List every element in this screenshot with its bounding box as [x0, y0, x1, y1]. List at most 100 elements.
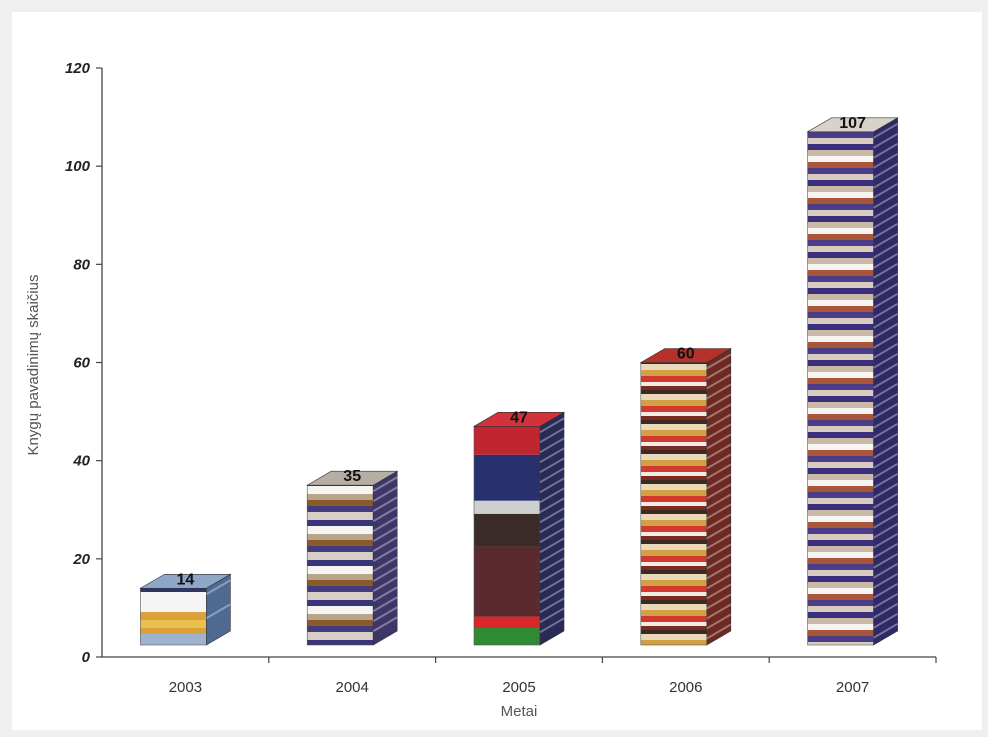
bar-side-stripe	[706, 433, 732, 450]
bar-2005: 47	[472, 409, 566, 646]
bar-side-stripe	[873, 582, 899, 599]
bar-side-stripe	[873, 372, 899, 389]
bar-side-stripe	[873, 252, 899, 269]
bar-top-face	[306, 470, 399, 486]
bar-side-stripe	[372, 506, 398, 523]
bar-side-stripe	[873, 402, 899, 419]
bar-side-stripe	[873, 292, 899, 309]
bar-side-stripe	[873, 232, 899, 249]
bar-side-stripe	[372, 586, 398, 603]
data-label-2006: 60	[677, 346, 695, 363]
bar-2004: 35	[306, 468, 399, 646]
bar-side-stripe	[873, 172, 899, 189]
x-tick-label: 2006	[669, 679, 702, 696]
bar-top-face	[139, 573, 232, 589]
bar-side-stripe	[539, 497, 565, 514]
bar-segment	[474, 546, 540, 617]
bar-side-stripe	[873, 562, 899, 579]
bar-side-stripe	[873, 432, 899, 449]
y-tick-label: 40	[72, 453, 90, 470]
x-tick-label: 2005	[502, 679, 535, 696]
bar-side-stripe	[539, 617, 565, 634]
bar-side-stripe	[706, 613, 732, 630]
bar-side-stripe	[873, 412, 899, 429]
bar-side-stripe	[372, 556, 398, 573]
bar-side-stripe	[539, 537, 565, 554]
bar-side-stripe	[873, 142, 899, 159]
x-tick-label: 2003	[169, 679, 202, 696]
bar-side-stripe	[873, 382, 899, 399]
bar-2006: 60	[639, 346, 732, 646]
y-tick-label: 100	[65, 158, 91, 175]
bar-side-stripe	[706, 473, 732, 490]
bar-side-stripe	[372, 486, 398, 503]
bar-side-stripe	[873, 602, 899, 619]
data-label-2004: 35	[343, 468, 361, 485]
bar-segment	[474, 426, 540, 455]
bar-side-stripe	[873, 612, 899, 629]
y-tick-label: 0	[82, 649, 91, 666]
bar-side-stripe	[706, 393, 732, 410]
bar-side-stripe	[873, 392, 899, 409]
bar-side-stripe	[372, 526, 398, 543]
bar-side-stripe	[873, 202, 899, 219]
y-tick-label: 80	[73, 256, 90, 273]
y-tick-label: 20	[72, 551, 90, 568]
y-axis-ticks: 0 20 40 60 80 100 120	[65, 60, 102, 666]
bar-side-stripe	[539, 597, 565, 614]
bar-side-stripe	[539, 427, 565, 444]
bar-side-stripe	[372, 536, 398, 553]
bar-side-stripe	[372, 576, 398, 593]
bar-side-stripe	[873, 262, 899, 279]
bar-side-stripe	[372, 516, 398, 533]
bar-side-stripe	[706, 453, 732, 470]
bar-side-stripe	[706, 513, 732, 530]
bar-side-stripe	[539, 607, 565, 624]
bars: 14 35 47 60 107	[139, 115, 899, 646]
bar-side-stripe	[372, 566, 398, 583]
bar-top-face	[472, 412, 566, 427]
bar-side-stripe	[873, 502, 899, 519]
bar-side-stripe	[873, 312, 899, 329]
bar-side-stripe	[873, 472, 899, 489]
y-tick-label: 120	[65, 60, 91, 77]
bar-side-stripe	[873, 122, 899, 139]
bar-side-stripe	[873, 622, 899, 639]
bar-side-stripe	[873, 422, 899, 439]
bar-side-stripe	[539, 487, 565, 504]
bar-side-stripe	[873, 212, 899, 229]
data-label-2003: 14	[177, 571, 195, 588]
bar-side-stripe	[539, 557, 565, 574]
bar-side-stripe	[205, 579, 231, 596]
bar-side-stripe	[873, 592, 899, 609]
bar-side-stripe	[706, 623, 732, 640]
bar-side-stripe	[873, 152, 899, 169]
bar-side-stripe	[372, 606, 398, 623]
data-label-2005: 47	[510, 409, 528, 426]
bar-segment	[474, 500, 540, 514]
bar-side-stripe	[539, 517, 565, 534]
bar-side-stripe	[873, 322, 899, 339]
bar-side-stripe	[539, 567, 565, 584]
bar-side-stripe	[372, 496, 398, 513]
bar-side-stripe	[539, 577, 565, 594]
bar-side-stripe	[539, 527, 565, 544]
bar-side-stripe	[706, 423, 732, 440]
bar-2003: 14	[139, 571, 232, 646]
x-axis-title: Metai	[501, 703, 538, 720]
bar-side-stripe	[706, 383, 732, 400]
bar-side-stripe	[706, 543, 732, 560]
bar-side-stripe	[539, 547, 565, 564]
bar-side-stripe	[706, 413, 732, 430]
bar-top-face	[806, 117, 899, 133]
bar-side-stripe	[706, 593, 732, 610]
bar-side-stripe	[539, 467, 565, 484]
bar-side-stripe	[873, 282, 899, 299]
bar-segment	[474, 627, 540, 645]
bar-side-stripe	[372, 546, 398, 563]
bar-side-stripe	[873, 352, 899, 369]
bar-side-stripe	[873, 332, 899, 349]
bar-side-stripe	[873, 182, 899, 199]
bar-side-stripe	[205, 603, 231, 620]
bar-side-stripe	[873, 132, 899, 149]
